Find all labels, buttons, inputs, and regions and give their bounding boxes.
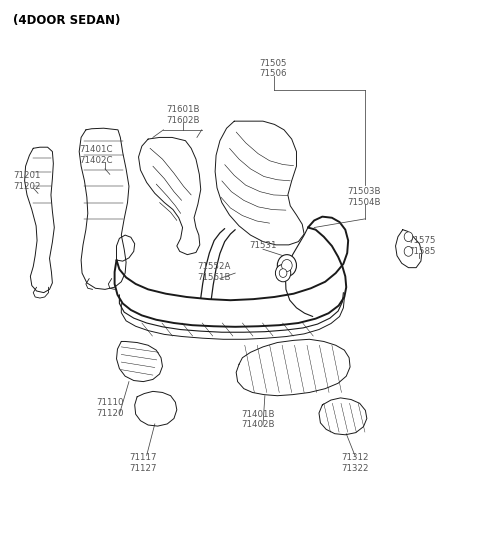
Text: 71312
71322: 71312 71322	[341, 453, 369, 473]
Polygon shape	[215, 121, 304, 245]
Polygon shape	[139, 138, 201, 255]
Text: 71401C
71402C: 71401C 71402C	[80, 145, 113, 165]
Text: 71110
71120: 71110 71120	[96, 398, 123, 418]
Circle shape	[282, 259, 292, 271]
Circle shape	[277, 255, 297, 276]
Text: 71401B
71402B: 71401B 71402B	[241, 410, 275, 429]
Text: 71575
71585: 71575 71585	[408, 236, 436, 256]
Text: 71505
71506: 71505 71506	[260, 59, 287, 78]
Polygon shape	[24, 147, 54, 293]
Text: 71601B
71602B: 71601B 71602B	[166, 105, 199, 125]
Text: 71552A
71561B: 71552A 71561B	[197, 262, 230, 282]
Circle shape	[404, 232, 413, 242]
Circle shape	[279, 269, 287, 277]
Polygon shape	[135, 391, 177, 426]
Text: 71117
71127: 71117 71127	[130, 453, 157, 473]
Circle shape	[276, 264, 291, 282]
Polygon shape	[396, 230, 422, 268]
Text: 71503B
71504B: 71503B 71504B	[348, 187, 381, 207]
Polygon shape	[236, 339, 350, 395]
Text: 71531: 71531	[249, 242, 277, 250]
Text: 71201
71202: 71201 71202	[13, 171, 41, 191]
Polygon shape	[117, 342, 162, 381]
Circle shape	[404, 246, 413, 256]
Text: (4DOOR SEDAN): (4DOOR SEDAN)	[12, 14, 120, 27]
Polygon shape	[79, 128, 129, 289]
Polygon shape	[319, 398, 367, 435]
